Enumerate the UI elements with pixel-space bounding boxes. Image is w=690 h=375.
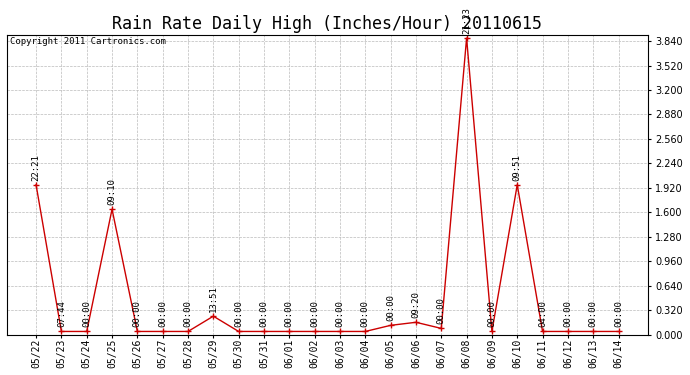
- Text: 00:00: 00:00: [335, 300, 344, 327]
- Text: 13:51: 13:51: [209, 285, 218, 312]
- Text: 00:00: 00:00: [386, 294, 395, 321]
- Text: 00:00: 00:00: [564, 300, 573, 327]
- Text: 04:00: 04:00: [538, 300, 547, 327]
- Text: 00:00: 00:00: [133, 300, 142, 327]
- Text: 00:00: 00:00: [487, 300, 496, 327]
- Title: Rain Rate Daily High (Inches/Hour) 20110615: Rain Rate Daily High (Inches/Hour) 20110…: [112, 15, 542, 33]
- Text: 00:00: 00:00: [259, 300, 268, 327]
- Text: 00:00: 00:00: [589, 300, 598, 327]
- Text: 09:51: 09:51: [513, 154, 522, 181]
- Text: 00:00: 00:00: [184, 300, 193, 327]
- Text: 00:00: 00:00: [310, 300, 319, 327]
- Text: 00:00: 00:00: [158, 300, 167, 327]
- Text: 00:00: 00:00: [361, 300, 370, 327]
- Text: 00:00: 00:00: [437, 297, 446, 324]
- Text: 22:21: 22:21: [32, 154, 41, 181]
- Text: 09:10: 09:10: [108, 178, 117, 205]
- Text: 07:44: 07:44: [57, 300, 66, 327]
- Text: 00:00: 00:00: [82, 300, 91, 327]
- Text: Copyright 2011 Cartronics.com: Copyright 2011 Cartronics.com: [10, 36, 166, 45]
- Text: 00:00: 00:00: [234, 300, 243, 327]
- Text: 00:00: 00:00: [614, 300, 623, 327]
- Text: 09:20: 09:20: [411, 291, 420, 318]
- Text: 00:00: 00:00: [285, 300, 294, 327]
- Text: 21:23: 21:23: [462, 7, 471, 34]
